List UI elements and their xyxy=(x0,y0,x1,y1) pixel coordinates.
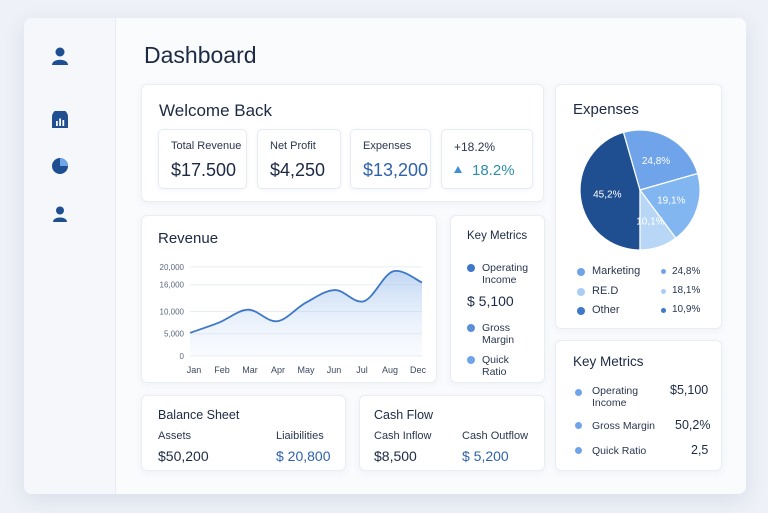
metric-dot xyxy=(467,264,475,272)
metric-label-operating-income: Operating Income xyxy=(592,385,639,409)
legend-label-other: Other xyxy=(592,304,620,316)
x-tick-label: Apr xyxy=(271,365,285,375)
legend-small-dot xyxy=(661,308,666,313)
legend-value-other: 10,9% xyxy=(672,304,701,315)
kpi-value: $17.500 xyxy=(171,160,237,180)
app-window: Dashboard Welcome Back Total Revenue $17… xyxy=(24,18,746,494)
legend-dot-red xyxy=(577,288,585,296)
kpi-value-row: 18.2% xyxy=(454,162,515,179)
x-tick-label: Jun xyxy=(327,365,342,375)
y-tick-label: 20,000 xyxy=(160,263,185,272)
x-tick-label: May xyxy=(297,365,315,375)
x-tick-label: Mar xyxy=(242,365,258,375)
cash-flow-card: Cash Flow Cash Inflow Cash Outflow $8,50… xyxy=(359,395,545,471)
pie-slice[interactable] xyxy=(622,129,699,191)
expenses-pie-chart: 45,2% 24,8% 19,1% 10,1% xyxy=(579,129,701,251)
page-title: Dashboard xyxy=(144,42,257,68)
pie-slice[interactable] xyxy=(579,131,641,251)
metric-dot xyxy=(467,356,475,364)
metric-label-quick-ratio: Quick Ratio xyxy=(592,445,647,457)
y-tick-label: 10,000 xyxy=(160,307,185,316)
legend-label-marketing: Marketing xyxy=(592,265,641,277)
bar-chart-icon[interactable] xyxy=(50,110,70,130)
pie-slice-label: 10,1% xyxy=(636,216,664,227)
expenses-title: Expenses xyxy=(573,101,639,118)
metric-value-gross-margin: 50,2% xyxy=(675,418,711,432)
kpi-growth[interactable]: +18.2% 18.2% xyxy=(441,129,533,189)
kpi-value: $13,200 xyxy=(363,160,429,180)
kpi-label: Total Revenue xyxy=(171,140,242,152)
metric-value-operating-income: $ 5,100 xyxy=(467,293,514,309)
cash-inflow-label: Cash Inflow xyxy=(374,430,432,442)
cash-outflow-label: Cash Outflow xyxy=(462,430,529,442)
kpi-expenses[interactable]: Expenses $13,200 xyxy=(350,129,431,189)
expenses-card: Expenses 45,2% 24,8% 19,1% 10,1% Marketing … xyxy=(555,84,722,329)
liabilities-label: Liaibilities xyxy=(276,430,324,442)
x-tick-label: Feb xyxy=(214,365,230,375)
metric-value-quick-ratio: 2,5 xyxy=(691,443,709,457)
revenue-card: Revenue 20,000 16,000 10,000 5,000 0 Jan Feb M… xyxy=(141,215,437,383)
metric-dot xyxy=(467,324,475,332)
balance-sheet-card: Balance Sheet Assets Liaibilities $50,20… xyxy=(141,395,346,471)
pie-slice[interactable] xyxy=(639,188,677,251)
profile-icon[interactable] xyxy=(50,204,70,224)
metric-label-quick-ratio: Quick Ratio xyxy=(482,354,509,378)
cashflow-title: Cash Flow xyxy=(374,408,434,422)
revenue-area xyxy=(190,270,422,356)
pie-slice-label: 45,2% xyxy=(593,190,621,201)
legend-small-dot xyxy=(661,289,666,294)
welcome-title: Welcome Back xyxy=(159,101,273,120)
legend-label-red: RE.D xyxy=(592,285,619,297)
assets-value: $50,200 xyxy=(158,448,209,464)
cash-inflow-value: $8,500 xyxy=(374,448,417,464)
legend-value-marketing: 24,8% xyxy=(672,266,701,277)
kpi-value: $4,250 xyxy=(270,160,326,180)
welcome-card: Welcome Back Total Revenue $17.500 Net P… xyxy=(141,84,544,202)
y-tick-label: 5,000 xyxy=(164,330,185,339)
metric-dot xyxy=(575,447,582,454)
key-metrics-right-title: Key Metrics xyxy=(573,354,644,369)
pie-slice-label: 24,8% xyxy=(642,156,670,167)
pie-chart-icon[interactable] xyxy=(50,156,70,176)
x-tick-label: Jan xyxy=(187,365,202,375)
key-metrics-small-card: Key Metrics Operating Income $ 5,100 Gro… xyxy=(450,215,545,383)
legend-value-red: 18,1% xyxy=(672,285,701,296)
pie-slice[interactable] xyxy=(639,172,701,239)
legend-dot-marketing xyxy=(577,268,585,276)
up-arrow-icon xyxy=(454,166,462,173)
assets-label: Assets xyxy=(158,430,192,442)
legend-small-dot xyxy=(661,269,666,274)
key-metrics-small-title: Key Metrics xyxy=(467,230,528,242)
x-tick-label: Aug xyxy=(382,365,398,375)
revenue-chart: 20,000 16,000 10,000 5,000 0 Jan Feb Mar Apr May… xyxy=(160,263,427,375)
x-tick-label: Dec xyxy=(410,365,427,375)
pie-slice-label: 19,1% xyxy=(657,196,685,207)
y-tick-label: 16,000 xyxy=(160,281,185,290)
kpi-label: Expenses xyxy=(363,140,412,152)
key-metrics-right-card: Key Metrics Operating Income $5,100 Gros… xyxy=(555,340,722,471)
kpi-value: 18.2% xyxy=(472,162,515,179)
liabilities-value: $ 20,800 xyxy=(276,448,331,464)
metric-label-operating-income: Operating Income xyxy=(482,262,529,286)
y-tick-label: 0 xyxy=(180,352,185,361)
metric-label-gross-margin: Gross Margin xyxy=(592,420,656,432)
kpi-label: Net Profit xyxy=(270,140,316,152)
revenue-title: Revenue xyxy=(158,230,219,247)
sidebar xyxy=(24,18,116,494)
kpi-net-profit[interactable]: Net Profit $4,250 xyxy=(257,129,341,189)
user-icon[interactable] xyxy=(50,46,70,66)
metric-dot xyxy=(575,422,582,429)
x-tick-label: Jul xyxy=(356,365,368,375)
metric-value-operating-income: $5,100 xyxy=(670,383,709,397)
main-content: Dashboard Welcome Back Total Revenue $17… xyxy=(116,18,746,494)
kpi-label: +18.2% xyxy=(454,140,496,154)
legend-dot-other xyxy=(577,307,585,315)
metric-dot xyxy=(575,389,582,396)
balance-title: Balance Sheet xyxy=(158,408,240,422)
revenue-line xyxy=(189,269,423,334)
kpi-total-revenue[interactable]: Total Revenue $17.500 xyxy=(158,129,247,189)
metric-label-gross-margin: Gross Margin xyxy=(482,322,515,346)
cash-outflow-value: $ 5,200 xyxy=(462,448,509,464)
